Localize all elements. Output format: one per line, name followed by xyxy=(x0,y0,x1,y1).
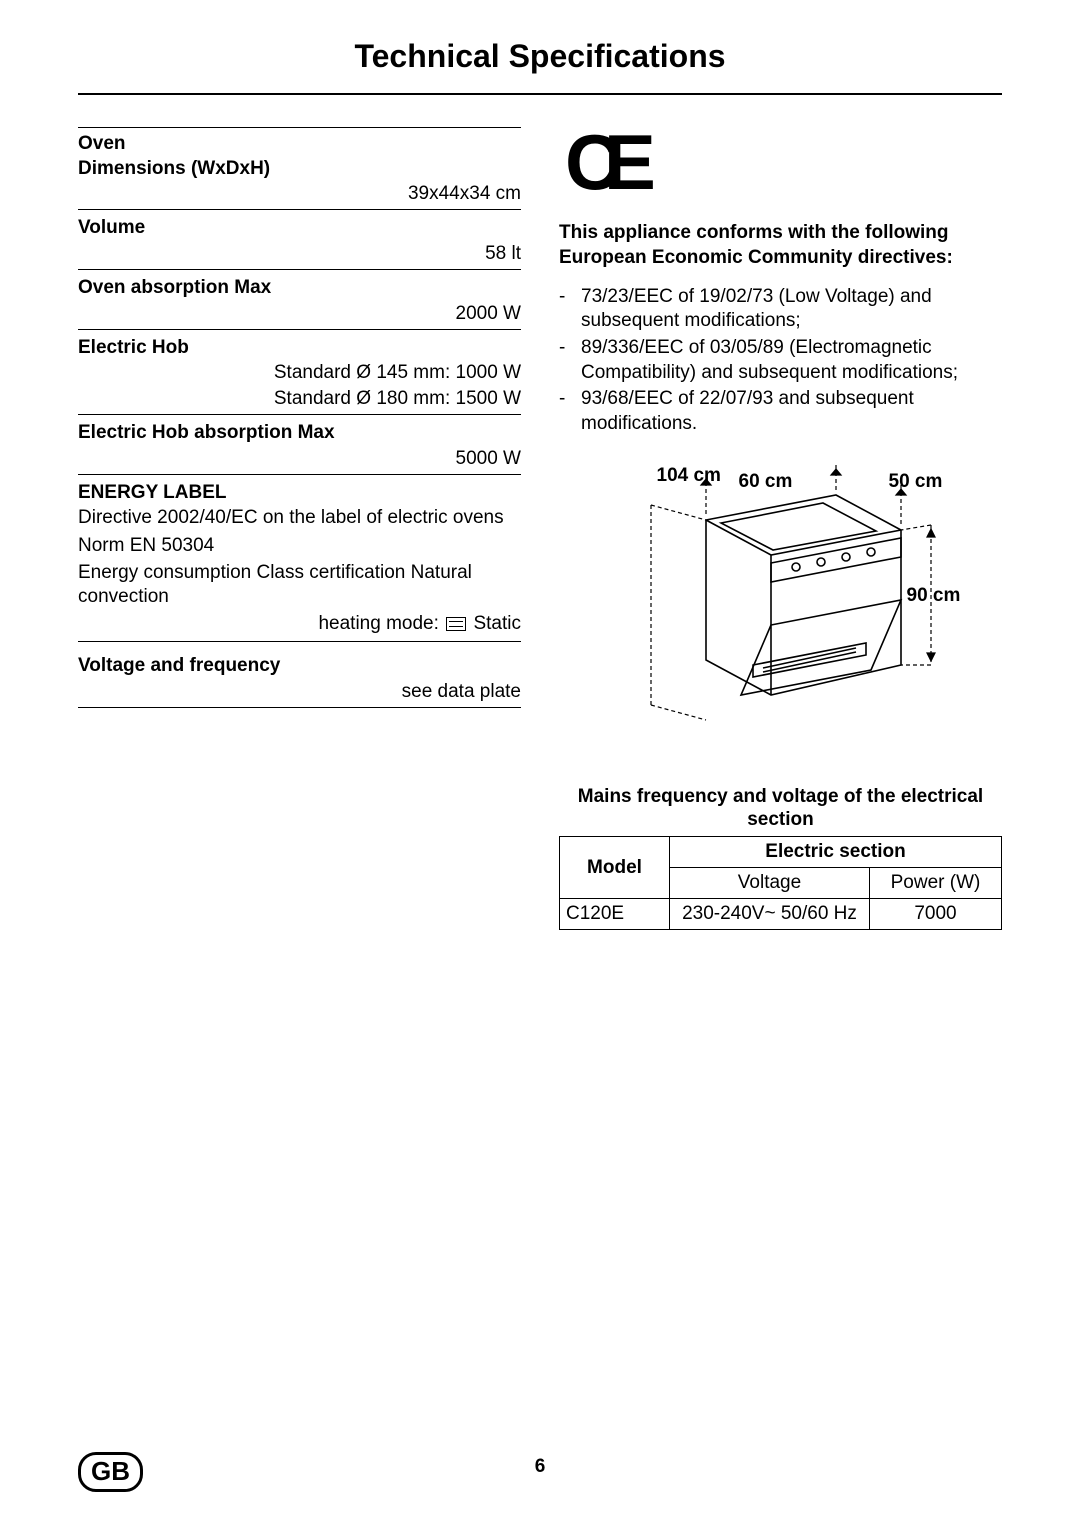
left-column: Oven Dimensions (WxDxH) 39x44x34 cm Volu… xyxy=(78,127,521,930)
dash-icon: - xyxy=(559,285,581,334)
dimensions-label: Dimensions (WxDxH) xyxy=(78,158,270,179)
spec-energy-label: ENERGY LABEL Directive 2002/40/EC on the… xyxy=(78,481,521,642)
spec-oven-absorption: Oven absorption Max 2000 W xyxy=(78,276,521,330)
directive-text: 73/23/EEC of 19/02/73 (Low Voltage) and … xyxy=(581,285,1002,334)
th-power: Power (W) xyxy=(870,868,1002,899)
volume-value: 58 lt xyxy=(78,241,521,270)
hob-value-2: Standard Ø 180 mm: 1500 W xyxy=(78,386,521,415)
right-column: C E This appliance conforms with the fol… xyxy=(559,127,1002,930)
mains-table-caption: Mains frequency and voltage of the elect… xyxy=(559,785,1002,833)
spec-electric-hob: Electric Hob Standard Ø 145 mm: 1000 W S… xyxy=(78,336,521,416)
ce-mark-icon: C E xyxy=(559,127,1002,197)
directive-text: 93/68/EEC of 22/07/93 and subsequent mod… xyxy=(581,387,1002,436)
energy-line3: Energy consumption Class certification N… xyxy=(78,561,521,613)
spec-volume: Volume 58 lt xyxy=(78,216,521,270)
voltfreq-value: see data plate xyxy=(78,679,521,708)
divider xyxy=(78,127,521,128)
td-power: 7000 xyxy=(870,899,1002,930)
conformity-text: This appliance conforms with the followi… xyxy=(559,221,1002,270)
dim-90-label: 90 cm xyxy=(907,585,961,607)
spec-label: Oven Dimensions (WxDxH) xyxy=(78,132,521,181)
spec-voltage-frequency: Voltage and frequency see data plate xyxy=(78,654,521,708)
heating-mode-line: heating mode: Static xyxy=(78,613,521,642)
dash-icon: - xyxy=(559,387,581,436)
th-model: Model xyxy=(560,837,670,899)
oven-abs-value: 2000 W xyxy=(78,301,521,330)
energy-line1: Directive 2002/40/EC on the label of ele… xyxy=(78,506,521,534)
hob-label: Electric Hob xyxy=(78,336,521,361)
directive-list: - 73/23/EEC of 19/02/73 (Low Voltage) an… xyxy=(559,285,1002,437)
dimensions-value: 39x44x34 cm xyxy=(78,181,521,210)
volume-label: Volume xyxy=(78,216,521,241)
hob-abs-value: 5000 W xyxy=(78,446,521,475)
dim-60-label: 60 cm xyxy=(739,471,793,493)
th-electric-section: Electric section xyxy=(670,837,1002,868)
page-title: Technical Specifications xyxy=(78,0,1002,95)
mains-table: Model Electric section Voltage Power (W)… xyxy=(559,836,1002,930)
directive-item: - 73/23/EEC of 19/02/73 (Low Voltage) an… xyxy=(559,285,1002,334)
table-row: C120E 230-240V~ 50/60 Hz 7000 xyxy=(560,899,1002,930)
content-columns: Oven Dimensions (WxDxH) 39x44x34 cm Volu… xyxy=(78,127,1002,930)
directive-text: 89/336/EEC of 03/05/89 (Electromagnetic … xyxy=(581,336,1002,385)
oven-diagram-svg xyxy=(611,465,951,745)
gb-badge: GB xyxy=(78,1452,143,1492)
heating-suffix: Static xyxy=(473,613,521,634)
th-voltage: Voltage xyxy=(670,868,870,899)
page-number: 6 xyxy=(0,1456,1080,1478)
dimension-diagram: 104 cm 60 cm 50 cm 90 cm xyxy=(611,465,951,745)
hob-value-1: Standard Ø 145 mm: 1000 W xyxy=(78,360,521,386)
oven-label: Oven xyxy=(78,133,126,154)
spec-oven-dimensions: Oven Dimensions (WxDxH) 39x44x34 cm xyxy=(78,132,521,210)
static-mode-icon xyxy=(446,617,466,631)
td-model: C120E xyxy=(560,899,670,930)
directive-item: - 93/68/EEC of 22/07/93 and subsequent m… xyxy=(559,387,1002,436)
dim-104-label: 104 cm xyxy=(657,465,721,487)
td-voltage: 230-240V~ 50/60 Hz xyxy=(670,899,870,930)
oven-abs-label: Oven absorption Max xyxy=(78,276,521,301)
energy-line2: Norm EN 50304 xyxy=(78,534,521,562)
spec-hob-absorption: Electric Hob absorption Max 5000 W xyxy=(78,421,521,475)
dash-icon: - xyxy=(559,336,581,385)
voltfreq-label: Voltage and frequency xyxy=(78,654,521,679)
table-row: Model Electric section xyxy=(560,837,1002,868)
energy-label: ENERGY LABEL xyxy=(78,481,521,506)
dim-50-label: 50 cm xyxy=(889,471,943,493)
hob-abs-label: Electric Hob absorption Max xyxy=(78,421,521,446)
heating-prefix: heating mode: xyxy=(318,613,438,634)
directive-item: - 89/336/EEC of 03/05/89 (Electromagneti… xyxy=(559,336,1002,385)
